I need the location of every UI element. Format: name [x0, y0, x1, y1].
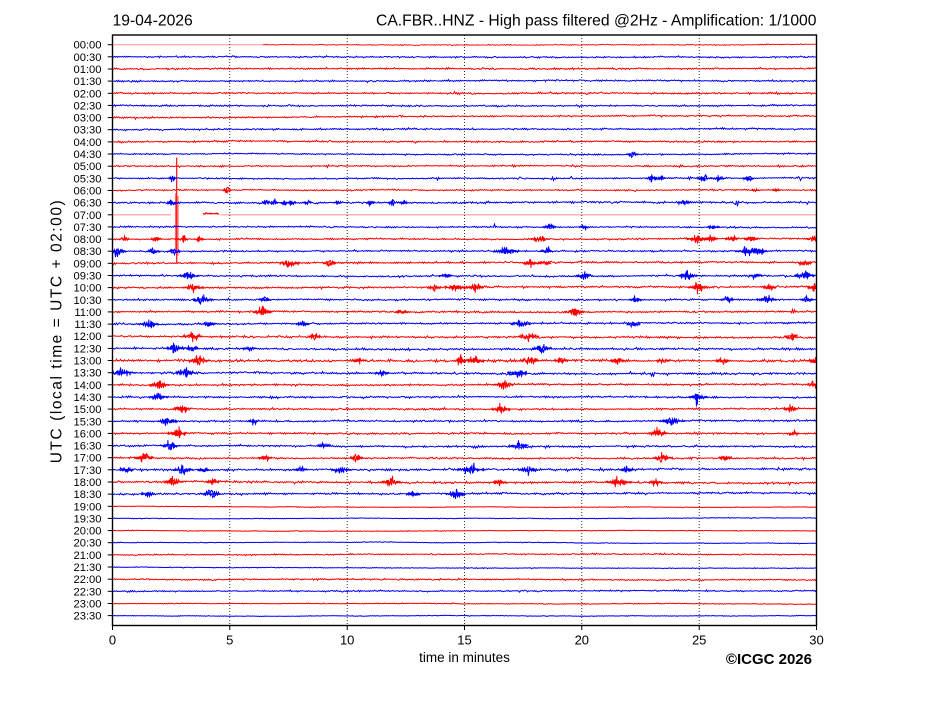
svg-text:17:30: 17:30 [74, 465, 102, 477]
svg-text:05:30: 05:30 [74, 173, 102, 185]
svg-text:18:00: 18:00 [74, 477, 102, 489]
svg-text:20: 20 [575, 633, 589, 648]
svg-text:30: 30 [809, 633, 823, 648]
svg-text:UTC (local time = UTC + 02:00): UTC (local time = UTC + 02:00) [49, 199, 66, 463]
svg-text:21:30: 21:30 [74, 562, 102, 574]
svg-text:14:30: 14:30 [74, 392, 102, 404]
svg-text:06:00: 06:00 [74, 186, 102, 198]
svg-text:10:30: 10:30 [74, 295, 102, 307]
svg-text:23:00: 23:00 [74, 599, 102, 611]
svg-text:0: 0 [109, 633, 116, 648]
svg-text:14:00: 14:00 [74, 380, 102, 392]
svg-text:15:00: 15:00 [74, 404, 102, 416]
svg-text:17:00: 17:00 [74, 453, 102, 465]
svg-text:07:30: 07:30 [74, 222, 102, 234]
svg-text:13:30: 13:30 [74, 368, 102, 380]
svg-text:5: 5 [226, 633, 233, 648]
svg-text:22:00: 22:00 [74, 574, 102, 586]
svg-text:01:00: 01:00 [74, 64, 102, 76]
svg-text:10:00: 10:00 [74, 283, 102, 295]
svg-text:02:00: 02:00 [74, 88, 102, 100]
svg-text:07:00: 07:00 [74, 210, 102, 222]
svg-text:12:00: 12:00 [74, 331, 102, 343]
svg-text:13:00: 13:00 [74, 356, 102, 368]
svg-text:03:00: 03:00 [74, 113, 102, 125]
svg-text:05:00: 05:00 [74, 161, 102, 173]
svg-text:22:30: 22:30 [74, 586, 102, 598]
svg-text:15: 15 [457, 633, 471, 648]
svg-text:08:30: 08:30 [74, 246, 102, 258]
svg-text:03:30: 03:30 [74, 125, 102, 137]
svg-text:09:00: 09:00 [74, 258, 102, 270]
svg-text:19:00: 19:00 [74, 501, 102, 513]
svg-text:23:30: 23:30 [74, 611, 102, 623]
svg-text:25: 25 [692, 633, 706, 648]
svg-text:16:00: 16:00 [74, 428, 102, 440]
svg-text:18:30: 18:30 [74, 489, 102, 501]
svg-text:12:30: 12:30 [74, 343, 102, 355]
svg-text:11:00: 11:00 [74, 307, 101, 319]
svg-text:06:30: 06:30 [74, 198, 102, 210]
svg-text:©ICGC 2026: ©ICGC 2026 [726, 651, 812, 668]
svg-text:04:00: 04:00 [74, 137, 102, 149]
svg-text:CA.FBR..HNZ - High pass filter: CA.FBR..HNZ - High pass filtered @2Hz - … [376, 12, 817, 29]
svg-text:02:30: 02:30 [74, 100, 102, 112]
svg-text:20:30: 20:30 [74, 538, 102, 550]
svg-text:16:30: 16:30 [74, 441, 102, 453]
svg-text:19-04-2026: 19-04-2026 [113, 12, 194, 29]
svg-text:time in minutes: time in minutes [419, 650, 510, 665]
svg-text:00:00: 00:00 [74, 40, 102, 52]
svg-text:01:30: 01:30 [74, 76, 102, 88]
svg-text:11:30: 11:30 [74, 319, 101, 331]
svg-text:19:30: 19:30 [74, 513, 102, 525]
svg-text:00:30: 00:30 [74, 52, 102, 64]
svg-text:04:30: 04:30 [74, 149, 102, 161]
svg-text:20:00: 20:00 [74, 526, 102, 538]
svg-text:08:00: 08:00 [74, 234, 102, 246]
svg-text:15:30: 15:30 [74, 416, 102, 428]
svg-text:21:00: 21:00 [74, 550, 102, 562]
svg-text:09:30: 09:30 [74, 271, 102, 283]
svg-text:10: 10 [340, 633, 354, 648]
